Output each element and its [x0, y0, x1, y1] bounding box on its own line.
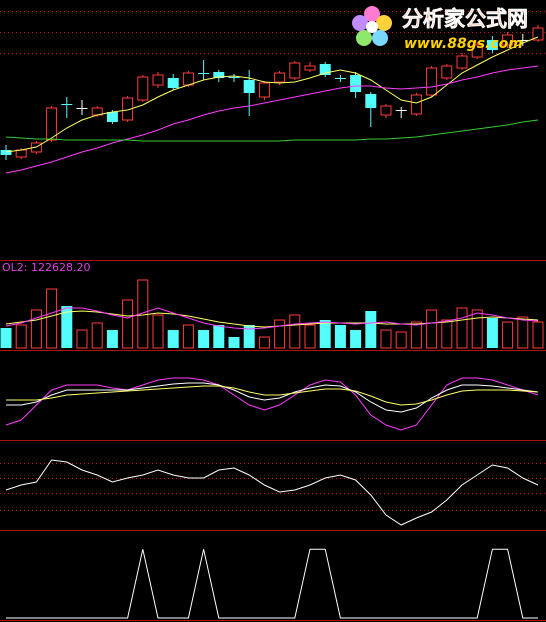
petal — [356, 30, 372, 46]
petal — [364, 6, 380, 22]
indicator-line — [5, 65, 539, 174]
indicator-line — [5, 36, 539, 153]
volume-bar — [502, 321, 514, 349]
candle-body — [182, 72, 194, 86]
volume-bar — [319, 320, 331, 348]
indicator-line — [5, 377, 539, 431]
candle-body — [213, 72, 225, 78]
volume-bar — [213, 325, 225, 348]
watermark-title: 分析家公式网 — [402, 7, 528, 31]
volume-bar — [106, 330, 118, 348]
candle-body — [76, 108, 88, 109]
candle-body — [289, 62, 301, 79]
flower-center — [366, 21, 378, 33]
volume-bar — [228, 337, 240, 348]
volume-bar — [61, 306, 73, 348]
volume-bar — [471, 309, 483, 349]
candle-body — [198, 73, 210, 74]
candle-body — [137, 76, 149, 101]
candle-body — [15, 149, 27, 158]
volume-bar — [486, 318, 498, 348]
volume-bar — [30, 309, 42, 349]
candle-body — [517, 40, 529, 41]
petal — [376, 15, 392, 31]
volume-bar — [15, 324, 27, 349]
candle-body — [122, 97, 134, 121]
candle-body — [258, 82, 270, 98]
volume-bar — [167, 330, 179, 348]
candle-body — [486, 40, 498, 50]
candle-body — [456, 55, 468, 69]
indicator-line — [6, 382, 539, 413]
volume-bar — [532, 321, 544, 349]
candle-body — [319, 64, 331, 75]
volume-bar — [182, 324, 194, 349]
petal — [372, 30, 388, 46]
volume-bar — [46, 288, 58, 349]
watermark-url: www.88gs.com — [404, 36, 523, 52]
candle-body — [274, 72, 286, 83]
volume-bar — [441, 319, 453, 349]
volume-bar — [380, 329, 392, 349]
volume-bar — [91, 322, 103, 349]
indicator-line — [6, 385, 539, 406]
candle-body — [395, 110, 407, 111]
candle-body — [426, 67, 438, 96]
candle-body — [380, 105, 392, 116]
volume-bar — [395, 331, 407, 349]
volume-bar — [152, 314, 164, 349]
volume-bar — [243, 325, 255, 348]
volume-bar — [456, 307, 468, 349]
candle-body — [502, 34, 514, 46]
candle-body — [167, 78, 179, 88]
candle-body — [334, 78, 346, 79]
panel-borders — [0, 260, 546, 621]
candle-body — [228, 77, 240, 78]
volume-label: OL2: 122628.20 — [2, 261, 90, 274]
volume-bar — [0, 328, 12, 348]
volume-bar — [289, 314, 301, 349]
volume-bar — [517, 316, 529, 349]
candle-body — [350, 75, 362, 92]
volume-bar — [334, 325, 346, 348]
candle-body — [532, 27, 544, 41]
volume-bar — [122, 299, 134, 349]
candle-body — [410, 94, 422, 115]
candle-body — [46, 107, 58, 141]
marks — [0, 11, 546, 619]
candle-body — [471, 44, 483, 58]
candle-body — [304, 65, 316, 71]
indicator-line — [5, 119, 539, 142]
petal — [352, 15, 368, 31]
volume-bar — [426, 309, 438, 349]
candle-body — [152, 74, 164, 86]
volume-bar — [410, 321, 422, 349]
volume-bar — [76, 329, 88, 349]
candle-body — [243, 80, 255, 93]
volume-bar — [350, 330, 362, 348]
volume-bar — [198, 330, 210, 348]
indicator-line — [5, 307, 539, 330]
volume-bar — [365, 311, 377, 348]
logo-flower — [352, 6, 392, 46]
candle-body — [365, 94, 377, 108]
candle-body — [441, 65, 453, 79]
watermark: 分析家公式网 www.88gs.com — [352, 6, 528, 52]
candle-body — [106, 112, 118, 122]
indicator-line — [6, 548, 538, 619]
volume-bar — [304, 324, 316, 349]
indicator-line — [5, 459, 539, 526]
volume-bar — [274, 319, 286, 349]
candle-body — [0, 150, 12, 155]
candle-body — [61, 104, 73, 105]
volume-bar — [258, 336, 270, 349]
